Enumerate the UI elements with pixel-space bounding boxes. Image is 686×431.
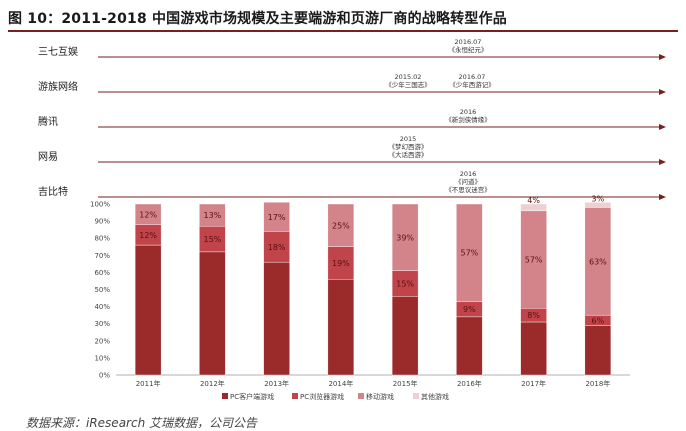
y-tick-label: 10%	[94, 354, 110, 362]
annotation-work: 《新剑侠情缘》	[445, 115, 491, 124]
annotation-year: 2015	[400, 135, 417, 143]
timeline-arrow-head	[659, 89, 666, 95]
bar-segment	[456, 316, 483, 376]
bar-segment	[520, 203, 547, 212]
x-tick-label: 2018年	[585, 379, 610, 388]
bar-segment	[456, 203, 483, 302]
source-note: 数据来源：iResearch 艾瑞数据，公司公告	[26, 416, 257, 430]
legend-swatch	[292, 393, 298, 399]
y-tick-label: 50%	[94, 286, 110, 294]
y-tick-label: 0%	[99, 372, 110, 380]
stacked-bar-chart: 0% 10% 20% 30% 40% 50% 60% 70% 80% 90% 100% 12% 12% 2…	[90, 194, 630, 401]
bar-segment	[199, 226, 226, 253]
annotation-year: 2016.07	[459, 73, 486, 81]
annotation-year: 2015.02	[395, 73, 422, 81]
data-label: 19%	[332, 259, 350, 268]
bar-segment	[584, 202, 612, 208]
bar-segment	[391, 296, 419, 376]
data-label: 9%	[463, 305, 476, 314]
data-label: 12%	[139, 210, 157, 219]
data-label: 6%	[592, 316, 605, 325]
annotation-year: 2016	[460, 108, 477, 116]
data-label: 18%	[268, 243, 286, 252]
y-tick-label: 20%	[94, 337, 110, 345]
timeline-arrow-head	[659, 54, 666, 60]
bar-segment	[134, 203, 162, 225]
bar-segment	[199, 203, 226, 227]
y-tick-label: 80%	[94, 235, 110, 243]
x-tick-label: 2012年	[200, 379, 225, 388]
x-tick-label: 2013年	[264, 379, 289, 388]
y-tick-label: 100%	[90, 201, 110, 209]
x-tick-label: 2014年	[328, 379, 353, 388]
timeline-arrow-head	[659, 159, 666, 165]
annotation-work: 《永恒纪元》	[449, 45, 488, 54]
timeline-arrow-head	[659, 194, 666, 200]
data-label: 15%	[203, 235, 221, 244]
timeline-arrow-head	[659, 124, 666, 130]
bar-segment	[134, 244, 162, 376]
annotation-work: 《问道》	[455, 177, 481, 186]
timeline: 三七互娱2016.07《永恒纪元》游族网络2015.02《少年三国志》2016.…	[38, 38, 666, 200]
company-label: 网易	[38, 151, 58, 163]
x-tick-label: 2011年	[136, 379, 161, 388]
legend-label: PC客户端游戏	[230, 392, 274, 401]
bar-segment	[391, 270, 419, 297]
data-label: 15%	[396, 280, 414, 289]
data-label: 8%	[527, 311, 540, 320]
legend-swatch	[222, 393, 228, 399]
legend-label: 移动游戏	[366, 392, 394, 401]
data-label: 3%	[592, 194, 605, 203]
company-label: 吉比特	[38, 186, 68, 198]
y-tick-label: 60%	[94, 269, 110, 277]
data-label: 57%	[460, 249, 478, 258]
data-label: 13%	[203, 211, 221, 220]
bar-segment	[327, 246, 355, 280]
bar-segment	[263, 231, 290, 263]
data-label: 12%	[139, 231, 157, 240]
bar-segment	[391, 203, 419, 271]
y-tick-label: 90%	[94, 218, 110, 226]
data-label: 57%	[525, 256, 543, 265]
bar-segment	[199, 251, 226, 376]
x-tick-label: 2015年	[393, 379, 418, 388]
bar-segment	[327, 203, 355, 247]
bar-segment	[584, 207, 612, 316]
data-label: 63%	[589, 257, 607, 266]
legend-swatch	[413, 393, 419, 399]
y-tick-label: 30%	[94, 320, 110, 328]
data-label: 17%	[268, 213, 286, 222]
bar-segment	[327, 279, 355, 376]
company-label: 游族网络	[38, 80, 78, 93]
x-tick-label: 2016年	[457, 379, 482, 388]
annotation-work: 《少年三国志》	[385, 80, 431, 89]
figure-title: 图 10：2011-2018 中国游戏市场规模及主要端游和页游厂商的战略转型作品	[8, 11, 507, 27]
bar-segment	[520, 210, 547, 309]
legend-swatch	[358, 393, 364, 399]
data-label: 25%	[332, 221, 350, 230]
annotation-year: 2016.07	[455, 38, 482, 46]
annotation-work: 《梦幻西游》	[389, 142, 428, 151]
bar-segment	[263, 261, 290, 376]
legend-label: PC浏览器游戏	[300, 392, 344, 401]
company-label: 三七互娱	[38, 45, 78, 58]
annotation-work: 《少年西游记》	[449, 80, 495, 89]
x-tick-label: 2017年	[521, 379, 546, 388]
bar-segment	[520, 321, 547, 376]
bar-segment	[263, 202, 290, 232]
data-label: 4%	[527, 196, 540, 205]
annotation-year: 2016	[460, 170, 477, 178]
title-rule	[8, 30, 678, 32]
bar-segment	[584, 325, 612, 376]
y-tick-label: 70%	[94, 252, 110, 260]
company-label: 腾讯	[38, 115, 58, 128]
legend-label: 其他游戏	[421, 392, 449, 401]
y-tick-label: 40%	[94, 303, 110, 311]
data-label: 39%	[396, 233, 414, 242]
annotation-work: 《大话西游》	[389, 150, 428, 159]
annotation-work: 《不思议迷宫》	[445, 185, 491, 194]
